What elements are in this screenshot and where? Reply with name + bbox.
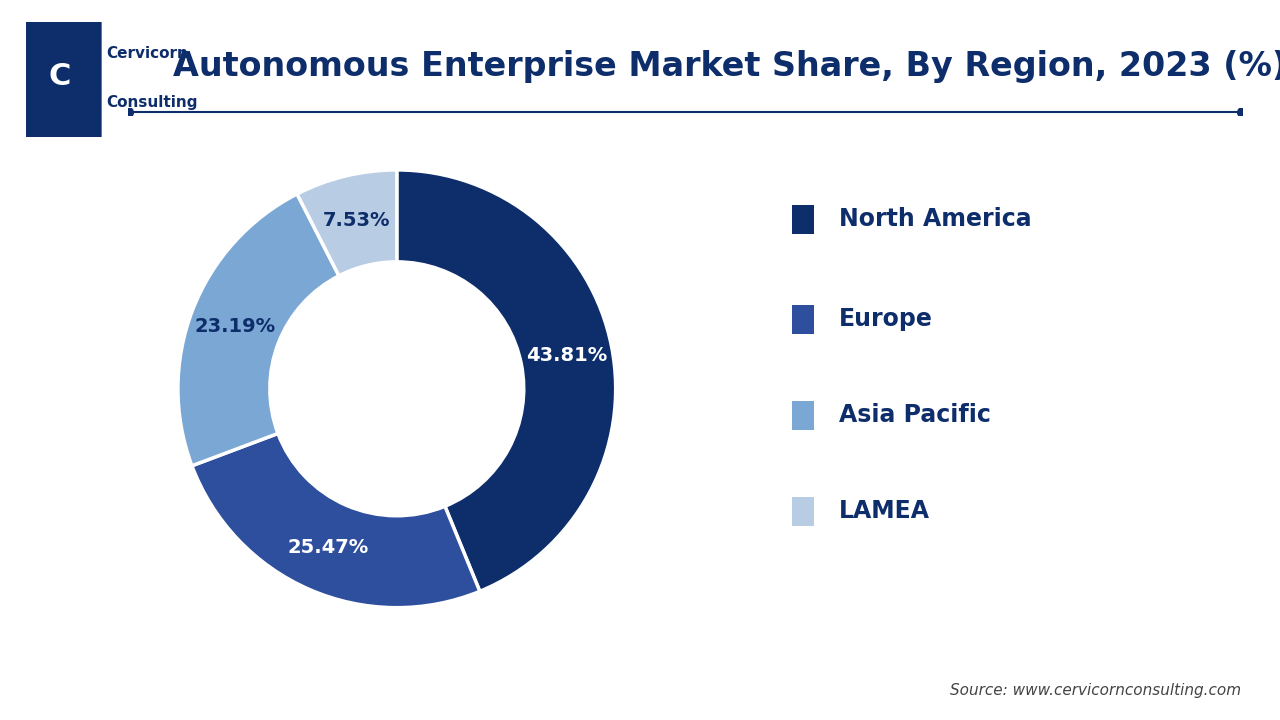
Wedge shape xyxy=(397,170,616,591)
Wedge shape xyxy=(192,433,480,608)
Text: LAMEA: LAMEA xyxy=(838,500,929,523)
Text: North America: North America xyxy=(838,207,1032,231)
Text: 25.47%: 25.47% xyxy=(287,538,369,557)
Bar xyxy=(792,497,814,526)
Bar xyxy=(792,305,814,334)
Text: Europe: Europe xyxy=(838,307,933,331)
Bar xyxy=(792,401,814,430)
Text: 23.19%: 23.19% xyxy=(195,317,276,336)
Text: Autonomous Enterprise Market Share, By Region, 2023 (%): Autonomous Enterprise Market Share, By R… xyxy=(173,50,1280,84)
Text: Cervicorn: Cervicorn xyxy=(106,46,188,61)
Text: Consulting: Consulting xyxy=(106,95,197,109)
Wedge shape xyxy=(297,170,397,276)
Text: C: C xyxy=(49,63,70,91)
Text: 7.53%: 7.53% xyxy=(323,211,390,230)
Bar xyxy=(792,204,814,234)
Text: 43.81%: 43.81% xyxy=(526,346,607,365)
Text: Asia Pacific: Asia Pacific xyxy=(838,403,991,428)
FancyBboxPatch shape xyxy=(17,14,101,144)
Text: Source: www.cervicornconsulting.com: Source: www.cervicornconsulting.com xyxy=(951,683,1242,698)
Wedge shape xyxy=(178,194,339,466)
